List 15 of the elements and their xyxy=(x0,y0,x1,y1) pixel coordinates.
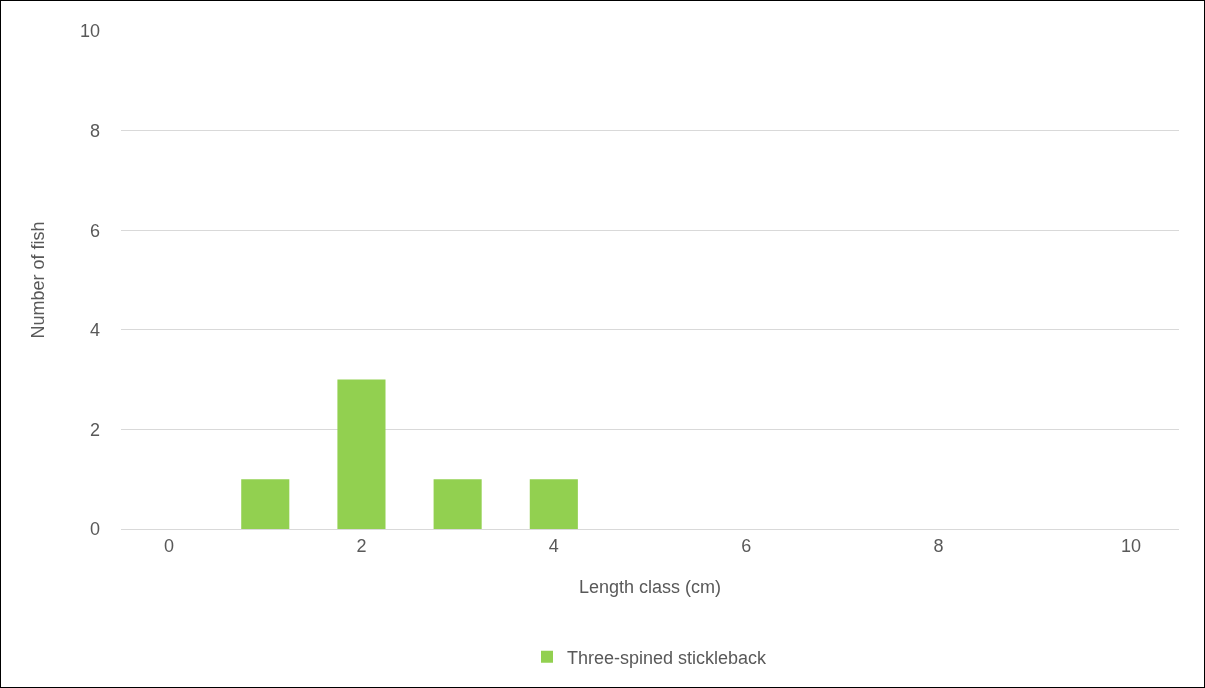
x-tick-label: 10 xyxy=(1120,535,1141,556)
y-axis-title: Number of fish xyxy=(28,221,49,339)
x-tick-label: 0 xyxy=(164,535,175,556)
x-tick-label: 6 xyxy=(741,535,752,556)
y-tick-label: 6 xyxy=(89,220,100,241)
y-tick-label: 8 xyxy=(89,120,100,141)
x-tick-label: 2 xyxy=(356,535,367,556)
x-tick-label: 4 xyxy=(548,535,559,556)
y-tick-label: 4 xyxy=(89,320,100,341)
y-tick-label: 2 xyxy=(89,419,100,440)
legend-label: Three-spined stickleback xyxy=(567,647,768,668)
y-tick-label: 0 xyxy=(89,519,100,540)
y-tick-label: 10 xyxy=(79,21,100,42)
x-axis-title: Length class (cm) xyxy=(578,577,722,597)
x-tick-label: 8 xyxy=(933,535,944,556)
